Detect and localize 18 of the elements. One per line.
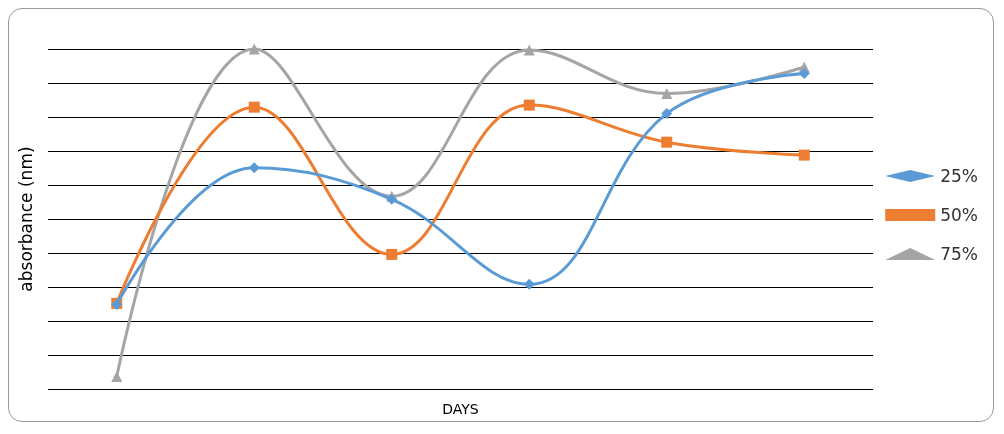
point [248, 43, 260, 55]
point [248, 101, 260, 113]
point [386, 248, 398, 260]
point [661, 108, 673, 120]
legend-label: 75% [940, 244, 979, 264]
point [798, 149, 810, 161]
point [523, 278, 535, 290]
point [523, 44, 535, 56]
point [248, 162, 260, 174]
y-axis-title: absorbance (nm) [15, 146, 36, 292]
point [798, 67, 810, 79]
x-axis-title: DAYS [442, 401, 479, 417]
point [661, 88, 673, 100]
point [661, 136, 673, 148]
point [523, 99, 535, 111]
legend-label: 25% [940, 166, 979, 186]
legend-label: 50% [940, 205, 979, 225]
point [111, 371, 123, 383]
